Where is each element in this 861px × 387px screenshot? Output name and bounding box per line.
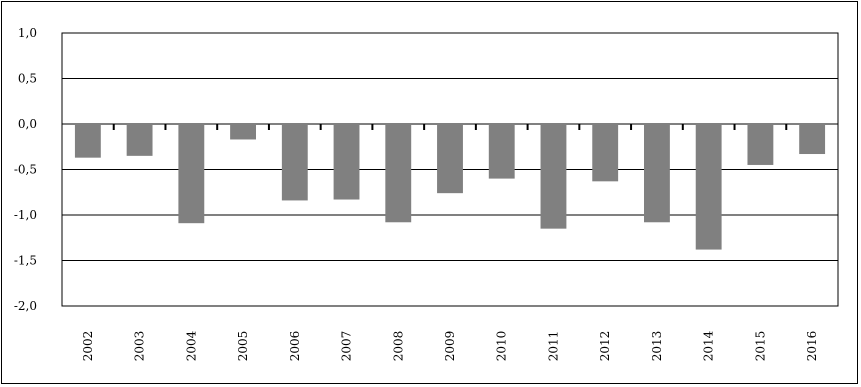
x-tick-label: 2010 [495,331,509,362]
bar [799,124,826,155]
bar [333,124,360,200]
y-tick-label: 0,5 [18,72,37,86]
bar [281,124,308,201]
x-tick-label: 2007 [340,331,354,362]
bar [74,124,101,158]
x-tick-label: 2016 [805,331,819,362]
bar [488,124,515,179]
bar [695,124,722,250]
x-tick-label: 2015 [753,331,767,362]
bar [592,124,619,182]
x-tick-label: 2013 [650,331,664,362]
y-tick-label: -0,5 [14,163,37,177]
x-tick-label: 2012 [598,331,612,362]
y-tick-label: -2,0 [14,299,37,313]
bar [747,124,774,165]
bar [437,124,463,194]
y-tick-label: -1,5 [14,254,37,268]
y-tick-label: 1,0 [18,26,37,40]
x-tick-label: 2003 [133,331,147,362]
x-tick-label: 2014 [702,330,716,361]
bar [385,124,412,223]
bar [644,124,670,223]
x-tick-label: 2009 [443,331,457,362]
bar [178,124,205,224]
bar [230,124,256,140]
x-tick-label: 2006 [288,331,302,362]
y-tick-label: 0,0 [18,117,37,131]
y-tick-label: -1,0 [14,208,37,222]
x-tick-label: 2008 [391,331,405,362]
bar [126,124,153,156]
bar [540,124,567,229]
x-tick-label: 2002 [81,331,95,362]
x-tick-label: 2011 [546,331,560,362]
x-tick-label: 2004 [184,330,198,361]
x-tick-label: 2005 [236,331,250,362]
